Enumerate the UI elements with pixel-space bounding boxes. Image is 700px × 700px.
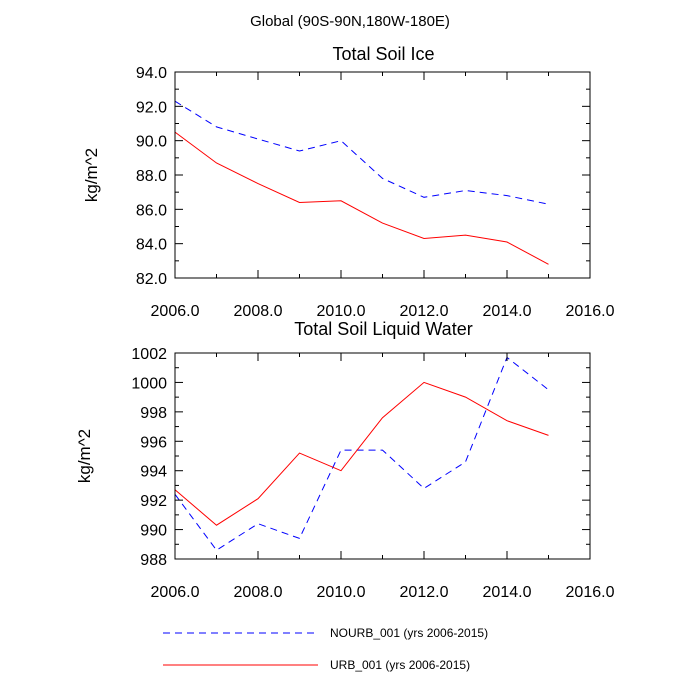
y-tick-label: 82.0: [136, 271, 167, 288]
legend-label: URB_001 (yrs 2006-2015): [330, 658, 470, 672]
x-tick-label: 2012.0: [400, 584, 449, 601]
plot-frame: [174, 71, 591, 279]
x-tick-label: 2010.0: [317, 303, 366, 320]
series-line-nourb: [174, 356, 549, 551]
y-tick-label: 994: [140, 464, 167, 481]
y-axis-label: kg/m^2: [75, 429, 94, 483]
figure-suptitle: Global (90S-90N,180W-180E): [250, 13, 450, 30]
x-tick-label: 2008.0: [234, 584, 283, 601]
y-tick-label: 998: [140, 405, 167, 422]
x-tick-label: 2008.0: [234, 303, 283, 320]
y-tick-label: 86.0: [136, 202, 167, 219]
series-line-urb: [174, 131, 549, 265]
y-tick-label: 92.0: [136, 99, 167, 116]
y-tick-label: 992: [140, 493, 167, 510]
y-tick-label: 90.0: [136, 134, 167, 151]
y-tick-label: 88.0: [136, 168, 167, 185]
x-tick-label: 2014.0: [483, 584, 532, 601]
y-tick-label: 1002: [131, 346, 167, 363]
y-tick-label: 94.0: [136, 65, 167, 82]
y-tick-label: 988: [140, 552, 167, 569]
y-axis-label: kg/m^2: [82, 148, 101, 202]
series-line-urb: [174, 381, 549, 526]
x-tick-label: 2010.0: [317, 584, 366, 601]
y-tick-label: 996: [140, 434, 167, 451]
plot-frame: [174, 352, 591, 560]
legend-label: NOURB_001 (yrs 2006-2015): [330, 626, 488, 640]
y-tick-label: 1000: [131, 375, 167, 392]
y-tick-label: 84.0: [136, 237, 167, 254]
chart-panel-1: 2006.0 2008.0 2010.0 2012.0 2014.0 2016.0 82.0…: [82, 44, 615, 320]
x-tick-label: 2016.0: [566, 303, 615, 320]
x-tick-label: 2014.0: [483, 303, 532, 320]
panel-title: Total Soil Liquid Water: [294, 319, 472, 339]
series-line-nourb: [174, 100, 549, 205]
panel-title: Total Soil Ice: [332, 44, 434, 64]
chart-panel-2: 2006.0 2008.0 2010.0 2012.0 2014.0 2016.0 988 9…: [75, 319, 615, 601]
x-tick-label: 2006.0: [151, 584, 200, 601]
chart-panels: 2006.0 2008.0 2010.0 2012.0 2014.0 2016.0 82.0…: [75, 44, 615, 601]
y-tick-label: 990: [140, 523, 167, 540]
x-tick-label: 2006.0: [151, 303, 200, 320]
legend: NOURB_001 (yrs 2006-2015) URB_001 (yrs 20…: [163, 626, 488, 672]
x-tick-label: 2016.0: [566, 584, 615, 601]
x-tick-label: 2012.0: [400, 303, 449, 320]
